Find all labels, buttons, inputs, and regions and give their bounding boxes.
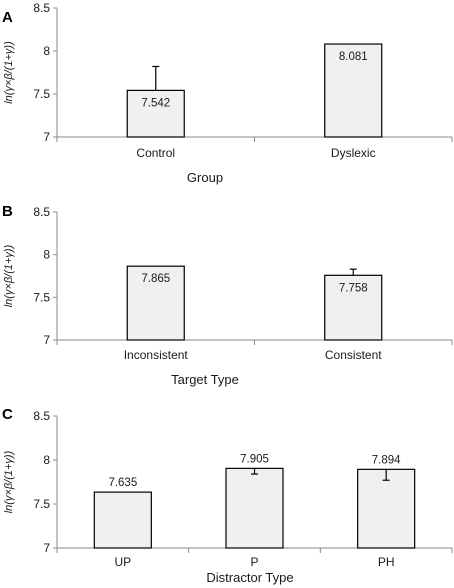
- category-label: UP: [114, 555, 131, 569]
- y-tick-label: 7: [43, 333, 50, 347]
- bar-consistent: [324, 274, 383, 341]
- y-tick-label: 8.5: [33, 409, 50, 423]
- category-label: Consistent: [325, 348, 382, 362]
- data-label: 7.542: [141, 97, 170, 109]
- bar-inconsistent: [126, 265, 185, 341]
- x-axis-title: Group: [187, 170, 223, 185]
- category-label: Dyslexic: [331, 146, 376, 160]
- y-tick-label: 7.5: [33, 290, 50, 304]
- y-tick-label: 8: [43, 44, 50, 58]
- y-tick-label: 8: [43, 453, 50, 467]
- category-label: P: [250, 555, 258, 569]
- y-tick-label: 8.5: [33, 1, 50, 15]
- category-label: Inconsistent: [124, 348, 189, 362]
- y-axis-title: ln(γ×β/(1+γ)): [3, 41, 15, 104]
- x-axis-title: Target Type: [171, 372, 239, 387]
- y-axis-title: ln(γ×β/(1+γ)): [3, 450, 15, 513]
- bar-dyslexic: [324, 43, 383, 138]
- bar-p: [225, 467, 284, 549]
- y-tick-label: 7: [43, 541, 50, 555]
- x-axis-title: Distractor Type: [206, 570, 293, 585]
- data-label: 7.635: [108, 477, 137, 489]
- panel-letter: A: [2, 9, 13, 26]
- panel-letter: C: [2, 406, 13, 423]
- category-label: Control: [136, 146, 175, 160]
- y-tick-label: 7.5: [33, 87, 50, 101]
- bar-up: [93, 491, 152, 549]
- bar-ph: [357, 468, 416, 549]
- data-label: 7.865: [141, 273, 170, 285]
- y-tick-label: 7: [43, 130, 50, 144]
- panel-letter: B: [2, 203, 13, 220]
- y-tick-label: 7.5: [33, 497, 50, 511]
- data-label: 7.758: [339, 282, 368, 294]
- y-tick-label: 8.5: [33, 205, 50, 219]
- data-label: 7.905: [240, 453, 269, 465]
- y-axis-title: ln(γ×β/(1+γ)): [3, 244, 15, 307]
- y-tick-label: 8: [43, 248, 50, 262]
- data-label: 7.894: [372, 454, 401, 466]
- data-label: 8.081: [339, 51, 368, 63]
- category-label: PH: [378, 555, 395, 569]
